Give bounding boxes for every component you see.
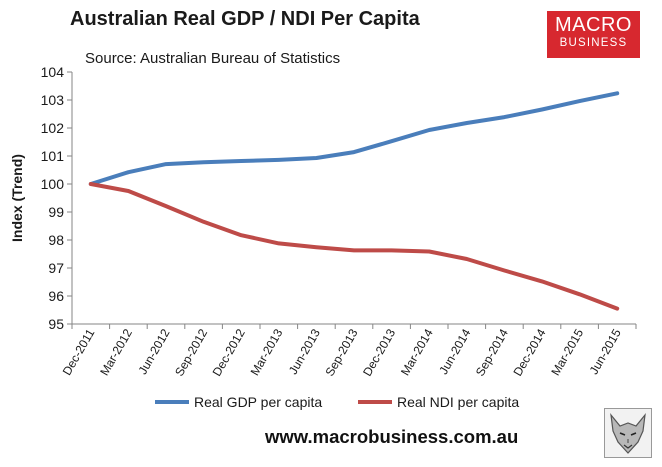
x-tick-label: Mar-2013 xyxy=(248,326,286,378)
x-tick-label: Jun-2014 xyxy=(436,326,473,377)
x-tick-label: Sep-2014 xyxy=(473,326,511,378)
y-axis-title: Index (Trend) xyxy=(9,154,25,242)
x-tick-label: Jun-2012 xyxy=(135,326,172,377)
legend-label-ndi: Real NDI per capita xyxy=(397,394,519,410)
y-tick-label: 100 xyxy=(41,176,65,192)
x-tick-label: Sep-2013 xyxy=(322,326,360,378)
legend-label-gdp: Real GDP per capita xyxy=(194,394,322,410)
x-tick-label: Jun-2013 xyxy=(286,326,323,377)
wolf-icon xyxy=(604,408,652,458)
website-url: www.macrobusiness.com.au xyxy=(265,426,519,447)
y-tick-label: 99 xyxy=(48,204,64,220)
y-tick-label: 102 xyxy=(41,120,65,136)
y-tick-label: 96 xyxy=(48,288,64,304)
y-tick-label: 103 xyxy=(41,92,65,108)
x-tick-label: Mar-2012 xyxy=(97,326,135,378)
x-tick-label: Dec-2014 xyxy=(510,326,548,378)
logo-line-business: BUSINESS xyxy=(559,37,628,49)
y-tick-label: 104 xyxy=(41,64,65,80)
y-tick-label: 101 xyxy=(41,148,65,164)
x-tick-label: Mar-2015 xyxy=(548,326,586,378)
macrobusiness-logo: MACRO BUSINESS xyxy=(547,11,640,58)
y-tick-label: 97 xyxy=(48,260,64,276)
series-line-ndi xyxy=(88,182,620,311)
y-tick-label: 98 xyxy=(48,232,64,248)
y-tick-label: 95 xyxy=(48,316,64,332)
logo-line-macro: MACRO xyxy=(555,14,632,36)
x-tick-label: Jun-2015 xyxy=(587,326,624,377)
x-tick-label: Dec-2013 xyxy=(360,326,398,378)
x-tick-label: Sep-2012 xyxy=(172,326,210,378)
chart-source: Source: Australian Bureau of Statistics xyxy=(85,50,341,67)
x-tick-label: Dec-2011 xyxy=(60,326,98,378)
chart-title: Australian Real GDP / NDI Per Capita xyxy=(70,8,420,30)
x-tick-label: Dec-2012 xyxy=(210,326,248,378)
x-tick-label: Mar-2014 xyxy=(398,326,436,378)
series-line-gdp xyxy=(88,91,620,186)
